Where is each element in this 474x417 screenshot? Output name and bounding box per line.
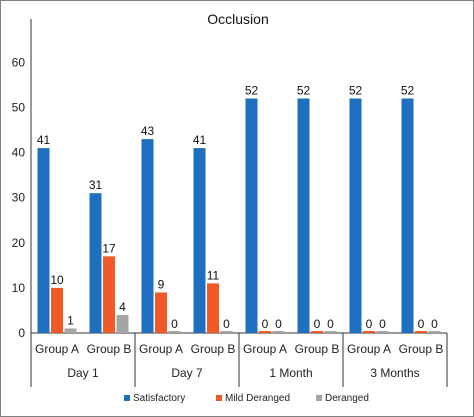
data-label: 31: [89, 178, 103, 192]
data-label: 0: [171, 317, 178, 331]
data-label: 52: [401, 83, 415, 97]
bar-mild-deranged: [103, 256, 115, 333]
x-period-label: 3 Months: [370, 366, 419, 380]
x-category-label: Group A: [347, 342, 391, 356]
data-label: 0: [275, 317, 282, 331]
data-label: 0: [431, 317, 438, 331]
bar-deranged: [64, 328, 77, 333]
legend-swatch: [216, 395, 222, 401]
x-category-label: Group A: [243, 342, 287, 356]
bar-satisfactory: [349, 98, 362, 333]
bar-satisfactory: [37, 148, 50, 333]
x-period-label: 1 Month: [269, 366, 312, 380]
bar-mild-deranged: [155, 292, 167, 333]
data-label: 52: [297, 83, 311, 97]
bar-deranged: [116, 314, 129, 333]
data-label: 41: [37, 133, 51, 147]
data-label: 52: [245, 83, 259, 97]
x-category-label: Group B: [191, 342, 236, 356]
y-tick-label: 10: [12, 281, 26, 295]
bar-mild-deranged: [415, 331, 427, 333]
x-category-label: Group A: [35, 342, 79, 356]
y-tick-label: 0: [18, 326, 25, 340]
bar-mild-deranged: [311, 331, 323, 333]
x-period-label: Day 1: [67, 366, 99, 380]
legend-label: Mild Deranged: [225, 393, 290, 404]
y-tick-label: 50: [12, 101, 26, 115]
x-period-label: Day 7: [171, 366, 203, 380]
x-category-label: Group A: [139, 342, 183, 356]
data-label: 52: [349, 83, 363, 97]
data-label: 0: [262, 317, 269, 331]
chart-title: Occlusion: [207, 11, 268, 27]
legend-label: Satisfactory: [133, 393, 185, 404]
bar-deranged: [220, 331, 233, 333]
bar-deranged: [272, 331, 285, 333]
data-label: 9: [158, 277, 165, 291]
data-label: 0: [314, 317, 321, 331]
data-label: 0: [379, 317, 386, 331]
x-category-label: Group B: [87, 342, 132, 356]
bar-mild-deranged: [51, 287, 63, 333]
y-tick-label: 30: [12, 191, 26, 205]
data-label: 43: [141, 124, 155, 138]
data-label: 41: [193, 133, 207, 147]
bar-deranged: [376, 331, 389, 333]
bar-satisfactory: [297, 98, 310, 333]
legend-swatch: [124, 395, 130, 401]
y-tick-label: 40: [12, 146, 26, 160]
x-category-label: Group B: [399, 342, 444, 356]
bar-satisfactory: [141, 139, 154, 333]
bar-mild-deranged: [363, 331, 375, 333]
bar-mild-deranged: [207, 283, 219, 333]
data-label: 4: [119, 300, 126, 314]
bar-deranged: [168, 331, 181, 333]
data-label: 11: [207, 268, 220, 282]
bar-satisfactory: [245, 98, 258, 333]
legend-swatch: [316, 395, 322, 401]
data-label: 0: [327, 317, 334, 331]
data-label: 10: [50, 273, 64, 287]
bar-satisfactory: [193, 148, 206, 333]
y-tick-label: 20: [12, 236, 26, 250]
data-label: 1: [67, 313, 74, 327]
bar-deranged: [324, 331, 337, 333]
x-category-label: Group B: [295, 342, 340, 356]
y-tick-label: 60: [12, 55, 26, 69]
legend-label: Deranged: [325, 393, 369, 404]
data-label: 0: [366, 317, 373, 331]
data-label: 0: [418, 317, 425, 331]
data-label: 17: [102, 241, 116, 255]
data-label: 0: [223, 317, 230, 331]
bar-mild-deranged: [259, 331, 271, 333]
bar-deranged: [428, 331, 441, 333]
bar-satisfactory: [89, 193, 102, 333]
bar-satisfactory: [401, 98, 414, 333]
